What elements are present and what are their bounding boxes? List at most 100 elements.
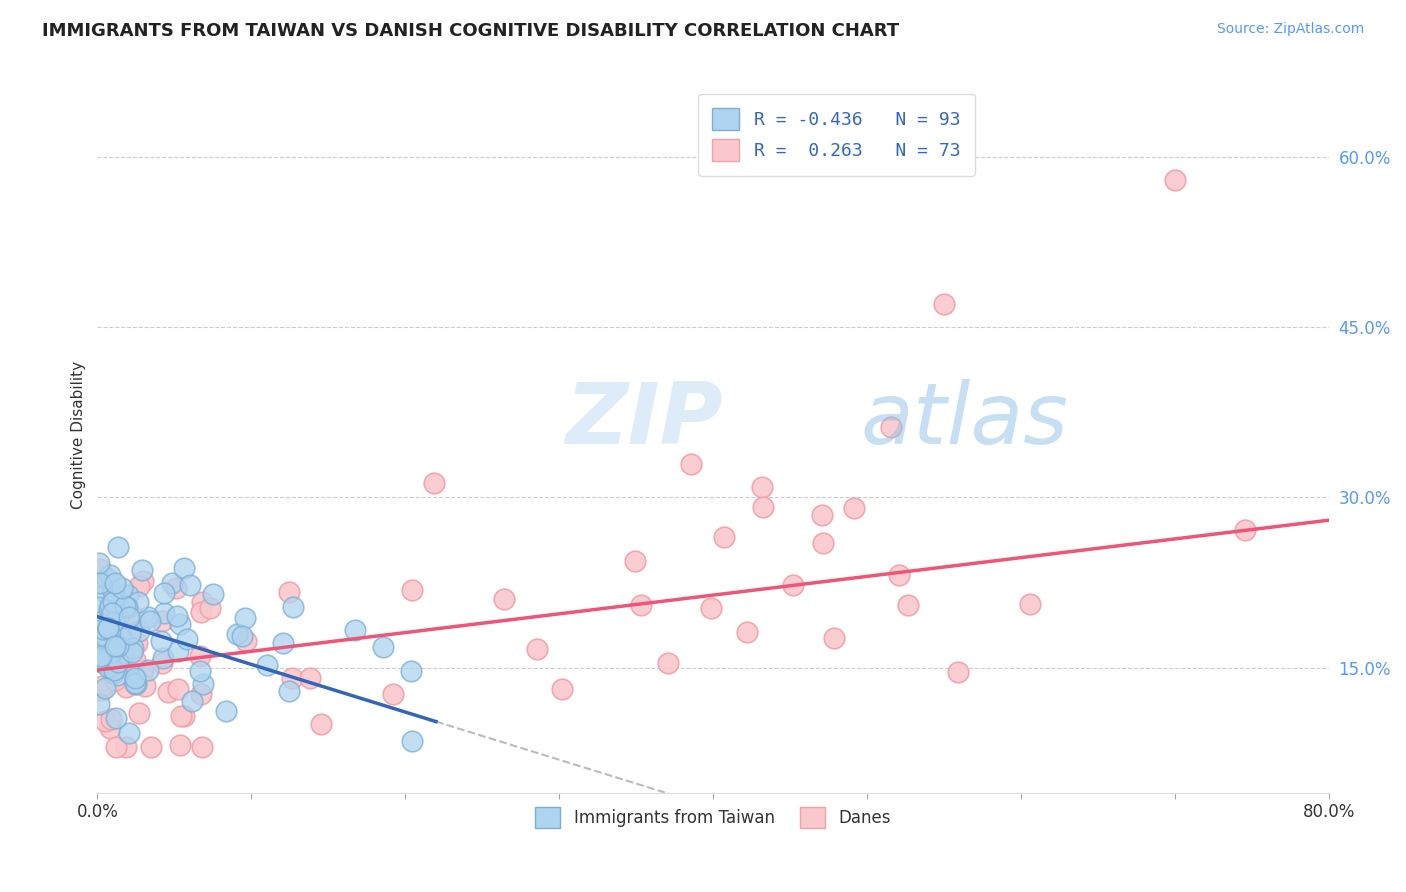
Point bbox=[401, 733, 423, 747]
Point bbox=[844, 500, 866, 515]
Point bbox=[101, 584, 124, 599]
Point bbox=[89, 562, 111, 576]
Point bbox=[97, 621, 120, 635]
Point bbox=[100, 712, 122, 726]
Point bbox=[1019, 598, 1042, 612]
Point bbox=[114, 614, 136, 628]
Point bbox=[897, 598, 920, 612]
Point bbox=[114, 740, 136, 755]
Y-axis label: Cognitive Disability: Cognitive Disability bbox=[72, 361, 86, 509]
Point bbox=[105, 740, 128, 755]
Point bbox=[382, 687, 405, 701]
Point bbox=[124, 653, 146, 667]
Point bbox=[111, 657, 134, 671]
Point bbox=[713, 530, 735, 544]
Point bbox=[215, 705, 238, 719]
Point bbox=[138, 663, 160, 677]
Point bbox=[107, 639, 129, 653]
Point bbox=[124, 671, 146, 685]
Point bbox=[107, 540, 129, 554]
Point bbox=[100, 599, 122, 614]
Point bbox=[96, 631, 118, 645]
Point bbox=[103, 673, 125, 687]
Point bbox=[281, 671, 304, 685]
Point bbox=[87, 639, 110, 653]
Point bbox=[87, 615, 110, 629]
Point bbox=[89, 697, 111, 711]
Point bbox=[127, 594, 149, 608]
Point bbox=[136, 610, 159, 624]
Point bbox=[115, 680, 138, 694]
Point bbox=[97, 621, 120, 635]
Point bbox=[100, 721, 122, 735]
Point bbox=[125, 677, 148, 691]
Point bbox=[1234, 523, 1257, 537]
Point bbox=[811, 508, 834, 522]
Point bbox=[173, 708, 195, 723]
Point bbox=[132, 663, 155, 677]
Point bbox=[104, 656, 127, 670]
Point bbox=[278, 584, 301, 599]
Point bbox=[114, 599, 136, 613]
Point bbox=[399, 664, 422, 678]
Point bbox=[121, 641, 143, 656]
Point bbox=[128, 624, 150, 639]
Point bbox=[98, 635, 121, 649]
Point bbox=[681, 458, 703, 472]
Point bbox=[111, 647, 134, 661]
Point bbox=[190, 687, 212, 701]
Point bbox=[93, 633, 115, 648]
Point bbox=[401, 582, 423, 597]
Text: IMMIGRANTS FROM TAIWAN VS DANISH COGNITIVE DISABILITY CORRELATION CHART: IMMIGRANTS FROM TAIWAN VS DANISH COGNITI… bbox=[42, 22, 900, 40]
Point bbox=[235, 634, 257, 648]
Point bbox=[128, 579, 150, 593]
Point bbox=[735, 624, 758, 639]
Point bbox=[180, 693, 202, 707]
Point bbox=[105, 710, 128, 724]
Point bbox=[190, 595, 212, 609]
Point bbox=[94, 681, 117, 695]
Point bbox=[190, 605, 212, 619]
Point bbox=[103, 663, 125, 677]
Point bbox=[179, 577, 201, 591]
Point bbox=[118, 610, 141, 624]
Point bbox=[131, 563, 153, 577]
Point bbox=[160, 575, 183, 590]
Point bbox=[101, 658, 124, 673]
Point bbox=[94, 585, 117, 599]
Point bbox=[190, 740, 212, 755]
Point bbox=[150, 614, 173, 628]
Point bbox=[657, 656, 679, 670]
Point bbox=[153, 586, 176, 600]
Text: atlas: atlas bbox=[860, 379, 1069, 462]
Point bbox=[93, 656, 115, 670]
Point bbox=[101, 606, 124, 620]
Point bbox=[121, 645, 143, 659]
Point bbox=[104, 575, 127, 590]
Point bbox=[111, 581, 134, 595]
Point bbox=[752, 500, 775, 515]
Point bbox=[103, 640, 125, 654]
Point bbox=[166, 609, 188, 624]
Point bbox=[96, 571, 118, 585]
Point bbox=[115, 599, 138, 614]
Point bbox=[107, 637, 129, 651]
Point bbox=[932, 297, 955, 311]
Point bbox=[231, 629, 253, 643]
Point bbox=[200, 601, 222, 615]
Point bbox=[233, 611, 256, 625]
Point bbox=[103, 590, 125, 604]
Point bbox=[256, 657, 278, 672]
Point bbox=[281, 600, 304, 615]
Point bbox=[87, 556, 110, 570]
Point bbox=[93, 626, 115, 640]
Point bbox=[128, 706, 150, 720]
Point bbox=[127, 636, 149, 650]
Point bbox=[157, 685, 180, 699]
Point bbox=[166, 644, 188, 658]
Point bbox=[89, 576, 111, 591]
Point bbox=[97, 659, 120, 673]
Point bbox=[277, 683, 299, 698]
Point bbox=[271, 636, 294, 650]
Point bbox=[91, 622, 114, 636]
